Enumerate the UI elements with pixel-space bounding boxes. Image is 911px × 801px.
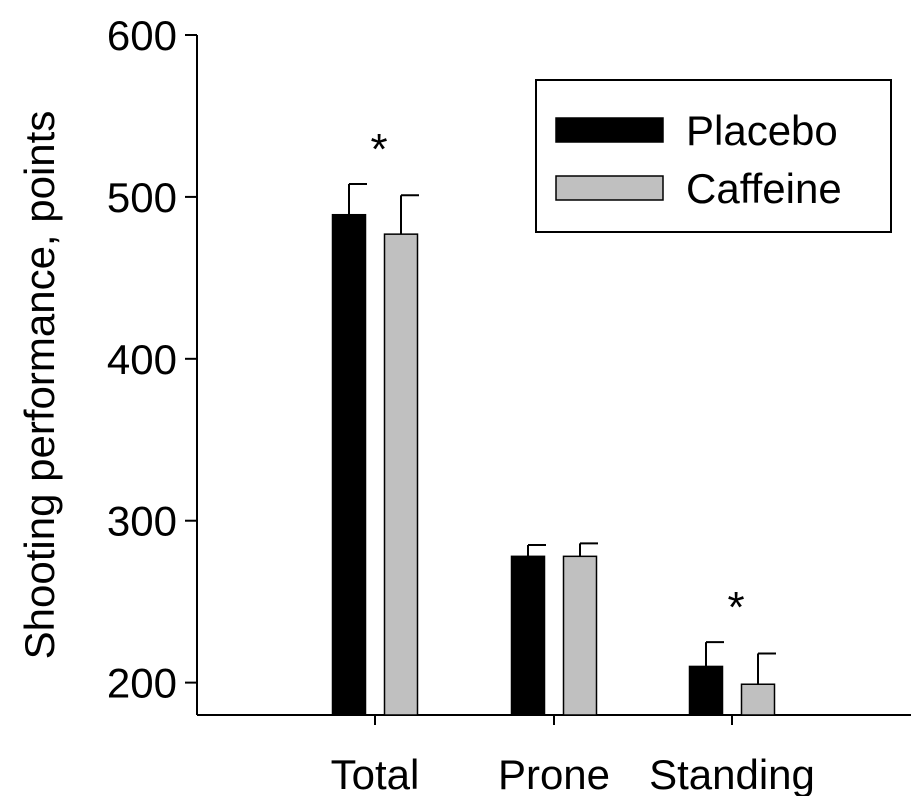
bar-caffeine <box>562 555 598 716</box>
bar-caffeine <box>740 683 776 716</box>
bar-caffeine <box>383 233 419 716</box>
y-tick-label: 400 <box>107 336 177 383</box>
x-tick-label: Prone <box>498 751 610 796</box>
x-tick-label: Total <box>331 751 420 796</box>
annotations: ** <box>370 125 744 632</box>
legend-box <box>535 79 892 233</box>
legend: Placebo Caffeine <box>535 79 892 233</box>
y-tick-label: 500 <box>107 174 177 221</box>
legend-label-caffeine: Caffeine <box>686 165 842 212</box>
legend-label-placebo: Placebo <box>686 107 838 154</box>
bar-placebo <box>688 665 724 716</box>
significance-asterisk: * <box>727 583 744 632</box>
y-tick-label: 600 <box>107 12 177 59</box>
bar-placebo <box>331 213 367 716</box>
significance-asterisk: * <box>370 125 387 174</box>
y-axis-title: Shooting performance, points <box>16 111 63 660</box>
bar-placebo <box>510 555 546 716</box>
bars <box>331 182 776 716</box>
legend-swatch-placebo <box>555 117 664 143</box>
y-tick-label: 200 <box>107 660 177 707</box>
y-tick-label: 300 <box>107 498 177 545</box>
axes: 200 300 400 500 600 Shooting performance, poi… <box>16 12 911 798</box>
x-tick-label: Standing <box>649 751 815 796</box>
legend-swatch-caffeine <box>555 175 664 201</box>
